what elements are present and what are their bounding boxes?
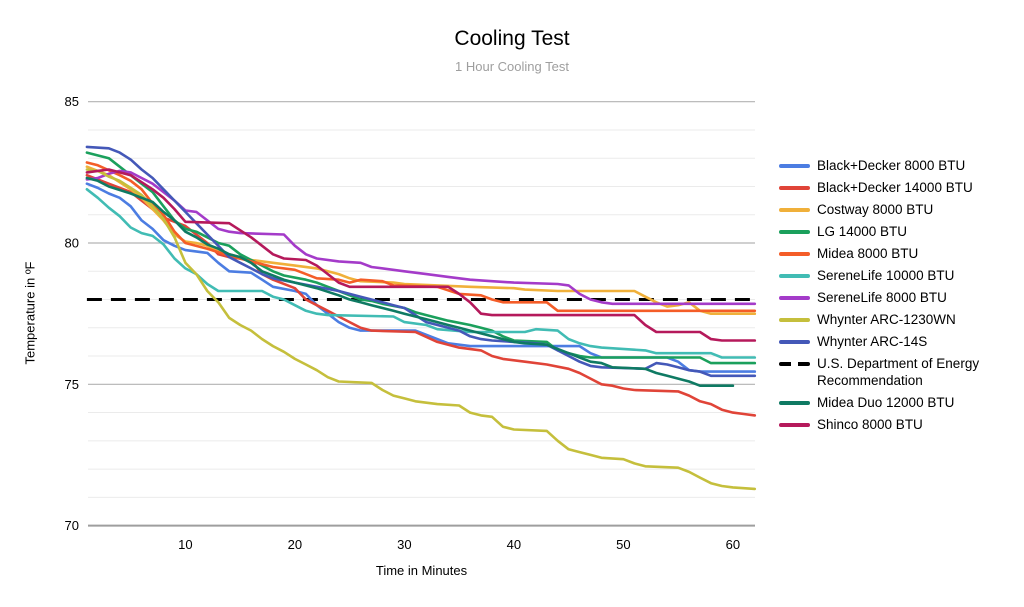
series-line-midea-duo-12000-btu[interactable] <box>85 176 735 388</box>
legend-label: LG 14000 BTU <box>817 224 908 239</box>
y-tick-label: 75 <box>65 377 79 392</box>
legend-label: Whynter ARC-1230WN <box>817 312 956 327</box>
legend-item: SereneLife 10000 BTU <box>779 267 1024 284</box>
y-tick-label: 85 <box>65 94 79 109</box>
x-tick-label: 60 <box>726 537 740 552</box>
legend-line-swatch <box>779 401 810 405</box>
legend-dashed-swatch <box>779 362 810 366</box>
x-tick-label: 50 <box>616 537 630 552</box>
legend: Black+Decker 8000 BTU Black+Decker 14000 … <box>779 157 1024 433</box>
x-tick-label: 30 <box>397 537 411 552</box>
legend-label: Midea Duo 12000 BTU <box>817 395 955 410</box>
legend-label: U.S. Department of Energy Recommendation <box>817 356 980 388</box>
series-line-whynter-arc-14s[interactable] <box>85 145 757 378</box>
x-tick-label: 20 <box>288 537 302 552</box>
legend-item: Costway 8000 BTU <box>779 201 1024 218</box>
legend-line-swatch <box>779 208 810 212</box>
series-line-shinco-8000-btu[interactable] <box>85 168 757 342</box>
series-line-serenelife-8000-btu[interactable] <box>85 169 757 306</box>
legend-line-swatch <box>779 296 810 300</box>
legend-item: U.S. Department of Energy Recommendation <box>779 355 1024 389</box>
y-tick-label: 80 <box>65 236 79 251</box>
legend-item: Whynter ARC-14S <box>779 333 1024 350</box>
legend-label: Midea 8000 BTU <box>817 246 919 261</box>
legend-label: Whynter ARC-14S <box>817 334 928 349</box>
y-tick-label: 70 <box>65 518 79 533</box>
series-line-costway-8000-btu[interactable] <box>85 165 757 316</box>
legend-line-swatch <box>779 340 810 344</box>
x-tick-label: 40 <box>507 537 521 552</box>
legend-label: Shinco 8000 BTU <box>817 417 923 432</box>
legend-line-swatch <box>779 164 810 168</box>
series-line-whynter-arc-1230wn[interactable] <box>85 168 757 491</box>
legend-label: Black+Decker 8000 BTU <box>817 158 966 173</box>
legend-item: Midea Duo 12000 BTU <box>779 394 1024 411</box>
legend-line-swatch <box>779 318 810 322</box>
chart-title: Cooling Test <box>454 27 570 50</box>
legend-line-swatch <box>779 186 810 190</box>
legend-item: LG 14000 BTU <box>779 223 1024 240</box>
legend-label: Black+Decker 14000 BTU <box>817 180 973 195</box>
chart-subtitle: 1 Hour Cooling Test <box>455 59 569 74</box>
legend-item: Black+Decker 14000 BTU <box>779 179 1024 196</box>
series-line-black-decker-8000-btu[interactable] <box>85 182 757 373</box>
x-axis-title: Time in Minutes <box>375 563 468 578</box>
legend-line-swatch <box>779 230 810 234</box>
axis-tick-labels: 10 20 30 40 50 60 85 80 75 70 <box>65 94 741 552</box>
legend-label: SereneLife 10000 BTU <box>817 268 955 283</box>
legend-line-swatch <box>779 252 810 256</box>
legend-item: Shinco 8000 BTU <box>779 416 1024 433</box>
x-tick-label: 10 <box>178 537 192 552</box>
series-lines <box>85 145 757 491</box>
legend-line-swatch <box>779 423 810 427</box>
legend-label: Costway 8000 BTU <box>817 202 934 217</box>
legend-label: SereneLife 8000 BTU <box>817 290 947 305</box>
legend-item: Black+Decker 8000 BTU <box>779 157 1024 174</box>
legend-item: SereneLife 8000 BTU <box>779 289 1024 306</box>
legend-line-swatch <box>779 274 810 278</box>
legend-item: Midea 8000 BTU <box>779 245 1024 262</box>
legend-item: Whynter ARC-1230WN <box>779 311 1024 328</box>
series-line-serenelife-10000-btu[interactable] <box>85 188 757 359</box>
gridlines <box>88 101 755 527</box>
series-line-midea-8000-btu[interactable] <box>85 161 757 313</box>
